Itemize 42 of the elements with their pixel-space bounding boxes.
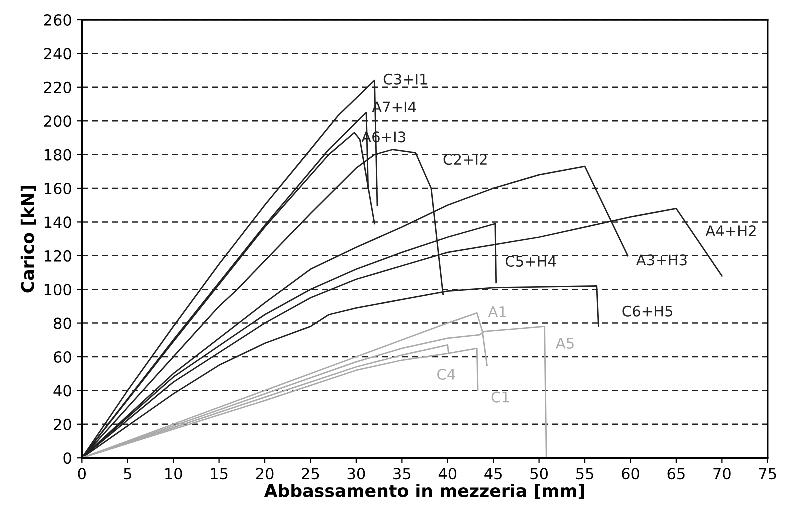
x-tick-label: 55 <box>576 468 594 480</box>
series-label: C1 <box>492 392 510 403</box>
x-tick-label: 35 <box>394 468 411 480</box>
series-label: C6+H5 <box>622 306 673 317</box>
x-tick-label: 40 <box>438 468 457 480</box>
y-axis-title: Carico [kN] <box>20 186 36 293</box>
y-tick-label: 100 <box>44 284 72 296</box>
x-tick-label: 30 <box>348 468 366 480</box>
y-tick-label: 180 <box>44 149 72 161</box>
y-tick-label: 20 <box>54 418 72 430</box>
series-label: A3+H3 <box>636 254 687 266</box>
x-tick-label: 20 <box>256 468 274 480</box>
y-tick-label: 200 <box>44 116 72 128</box>
y-tick-label: 260 <box>44 14 72 26</box>
x-tick-label: 70 <box>714 468 731 480</box>
y-tick-label: 40 <box>54 385 72 397</box>
y-tick-label: 120 <box>44 250 72 262</box>
y-tick-label: 140 <box>44 216 72 228</box>
x-tick-label: 10 <box>166 468 182 480</box>
y-tick-label: 220 <box>44 82 72 94</box>
x-tick-label: 25 <box>302 468 320 480</box>
y-tick-label: 240 <box>44 48 72 60</box>
y-tick-label: 80 <box>54 318 72 330</box>
series-label: A4+H2 <box>706 226 756 236</box>
x-tick-label: 45 <box>484 468 502 480</box>
x-tick-label: 60 <box>622 468 640 480</box>
series-label: C5+H4 <box>506 256 556 268</box>
series-label: A5 <box>556 338 574 349</box>
y-tick-label: 0 <box>64 452 72 464</box>
series-label: C2+I2 <box>444 154 487 166</box>
series-label: C4 <box>438 368 456 380</box>
series-label: A1 <box>488 306 506 318</box>
y-tick-label: 60 <box>54 351 72 364</box>
x-tick-label: 75 <box>759 468 776 480</box>
x-tick-label: 15 <box>211 468 228 480</box>
series-label: C3+I1 <box>384 74 427 85</box>
x-tick-label: 65 <box>668 468 685 480</box>
y-tick-label: 160 <box>44 182 72 195</box>
x-tick-label: 0 <box>78 468 86 480</box>
x-tick-label: 5 <box>124 468 132 480</box>
x-tick-label: 50 <box>530 468 548 480</box>
x-axis-title: Abbassamento in mezzeria [mm] <box>264 484 584 500</box>
